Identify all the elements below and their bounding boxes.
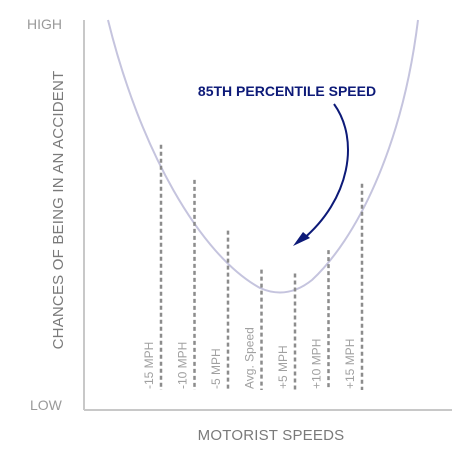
annotation-arrow	[301, 103, 349, 241]
x-axis-title: MOTORIST SPEEDS	[198, 427, 345, 444]
speed-tick-labels: -15 MPH -10 MPH -5 MPH Avg. Speed +5 MPH +10 …	[142, 327, 357, 389]
tick-label-3: Avg. Speed	[243, 327, 257, 389]
risk-curve	[107, 19, 419, 294]
tick-label-5: +10 MPH	[310, 339, 324, 389]
speed-bars	[159, 144, 364, 390]
y-axis-title: CHANCES OF BEING IN AN ACCIDENT	[50, 71, 67, 350]
tick-label-6: +15 MPH	[343, 339, 357, 389]
tick-label-2: -5 MPH	[209, 348, 223, 389]
tick-label-1: -10 MPH	[176, 342, 190, 389]
tick-label-4: +5 MPH	[276, 345, 290, 389]
annotation-85th-percentile: 85TH PERCENTILE SPEED	[198, 83, 376, 99]
annotation-arrowhead	[293, 232, 310, 246]
y-low-label: LOW	[30, 397, 63, 413]
y-high-label: HIGH	[27, 16, 62, 32]
tick-label-0: -15 MPH	[142, 342, 156, 389]
